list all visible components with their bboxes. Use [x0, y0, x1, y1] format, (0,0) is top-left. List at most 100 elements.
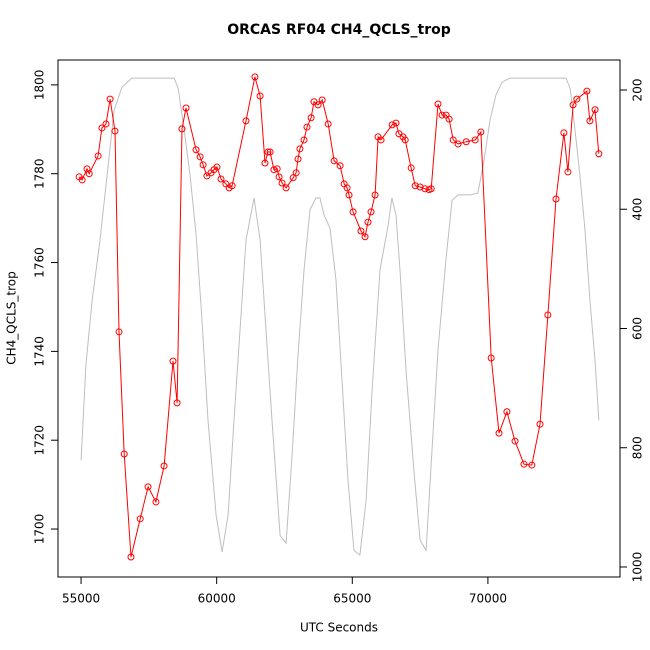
data-point: [449, 136, 457, 144]
data-point: [454, 140, 462, 148]
data-point: [111, 127, 119, 135]
y2-tick-label: 1000: [631, 552, 645, 583]
data-point: [462, 138, 470, 146]
data-point: [173, 399, 181, 407]
data-point: [586, 117, 594, 125]
data-point: [102, 120, 110, 128]
y-tick-label: 1720: [33, 425, 47, 456]
data-point: [336, 162, 344, 170]
data-point: [416, 183, 424, 191]
data-point: [345, 191, 353, 199]
series-line: [80, 77, 600, 557]
data-point: [361, 233, 369, 241]
data-point: [270, 166, 278, 174]
data-point: [528, 461, 536, 469]
data-point: [392, 119, 400, 127]
data-point: [256, 92, 264, 100]
data-point: [503, 408, 511, 416]
data-point: [445, 115, 453, 123]
data-point: [573, 95, 581, 103]
data-point: [564, 168, 572, 176]
data-point: [303, 123, 311, 131]
data-point: [544, 311, 552, 319]
data-point: [242, 117, 250, 125]
data-point: [182, 104, 190, 112]
data-point: [294, 155, 302, 163]
data-point: [407, 164, 415, 172]
y-tick-label: 1800: [33, 70, 47, 101]
data-point: [495, 429, 503, 437]
y-axis-label: CH4_QCLS_trop: [5, 271, 19, 365]
chart-title: ORCAS RF04 CH4_QCLS_trop: [227, 22, 451, 38]
data-point: [552, 195, 560, 203]
data-point: [330, 157, 338, 165]
data-point: [266, 148, 274, 156]
y-tick-label: 1760: [33, 247, 47, 278]
data-point: [160, 462, 168, 470]
data-point: [471, 136, 479, 144]
x-tick-label: 55000: [62, 592, 100, 606]
data-point: [199, 161, 207, 169]
x-tick-label: 70000: [469, 592, 507, 606]
data-point: [595, 150, 603, 158]
data-point: [536, 420, 544, 428]
data-point: [438, 111, 446, 119]
data-point: [364, 218, 372, 226]
data-point: [144, 483, 152, 491]
data-point: [314, 101, 322, 109]
data-point: [228, 182, 236, 190]
data-point: [300, 136, 308, 144]
data-point: [591, 106, 599, 114]
y-tick-label: 1700: [33, 514, 47, 545]
data-point: [367, 208, 375, 216]
data-point: [178, 125, 186, 133]
data-point: [94, 152, 102, 160]
data-point: [120, 450, 128, 458]
data-point: [477, 128, 485, 136]
x-axis-label: UTC Seconds: [300, 621, 378, 635]
data-point: [264, 148, 272, 156]
data-point: [434, 100, 442, 108]
data-point: [357, 227, 365, 235]
data-point: [275, 173, 283, 181]
data-point: [371, 191, 379, 199]
data-point: [427, 185, 435, 193]
data-point: [324, 120, 332, 128]
data-point: [136, 515, 144, 523]
data-point: [152, 498, 160, 506]
y2-tick-label: 800: [631, 436, 645, 459]
data-point: [520, 460, 528, 468]
data-point: [289, 174, 297, 182]
data-point: [106, 95, 114, 103]
data-point: [282, 184, 290, 192]
plot-frame: [57, 59, 621, 578]
y2-tick-label: 600: [631, 317, 645, 340]
series-line: [78, 76, 600, 558]
data-point: [583, 87, 591, 95]
data-point: [261, 159, 269, 167]
data-point: [511, 437, 519, 445]
data-point: [85, 170, 93, 178]
data-point: [307, 114, 315, 122]
data-point: [127, 553, 135, 561]
data-point: [569, 101, 577, 109]
data-point: [278, 179, 286, 187]
data-point: [343, 184, 351, 192]
y2-tick-label: 400: [631, 198, 645, 221]
data-point: [115, 328, 123, 336]
data-point: [411, 182, 419, 190]
data-point: [213, 163, 221, 171]
data-point: [273, 165, 281, 173]
data-point: [217, 175, 225, 183]
data-point: [388, 121, 396, 129]
data-point: [377, 136, 385, 144]
data-point: [251, 73, 259, 81]
x-tick-label: 60000: [198, 592, 236, 606]
data-point: [196, 153, 204, 161]
data-point: [401, 136, 409, 144]
data-point: [192, 146, 200, 154]
data-point: [560, 129, 568, 137]
data-point: [349, 208, 357, 216]
data-point: [292, 169, 300, 177]
